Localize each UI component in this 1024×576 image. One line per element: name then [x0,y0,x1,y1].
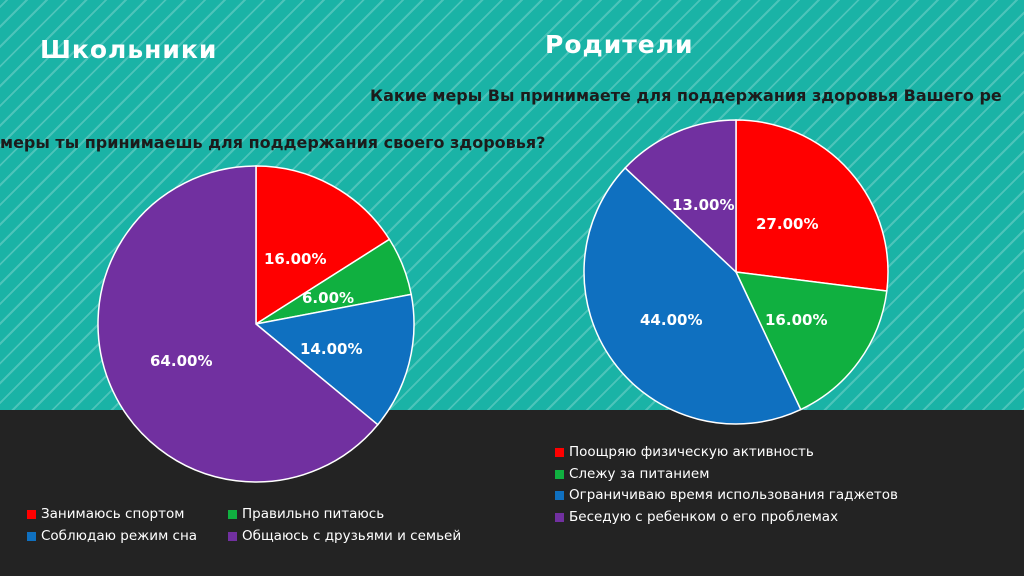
parents-heading: Родители [545,30,694,59]
legend-item: Соблюдаю режим сна [27,528,197,544]
students-heading: Школьники [40,35,218,64]
slice-value-label: 6.00% [302,289,354,307]
legend-item: Занимаюсь спортом [27,506,184,522]
slice-value-label: 14.00% [300,340,362,358]
slice-value-label: 27.00% [756,215,818,233]
pie-slice [624,119,737,274]
pie-slice [97,165,379,483]
legend-swatch [228,509,237,519]
pie-slice [735,119,889,292]
legend-swatch [555,512,564,522]
legend-label: Занимаюсь спортом [41,506,185,522]
legend-label: Беседую с ребенком о его проблемах [569,509,839,525]
pie-slice [583,166,802,425]
pie-slice [254,293,415,426]
legend-label: Соблюдаю режим сна [41,528,198,544]
legend-item: Общаюсь с друзьями и семьей [228,528,461,544]
legend-swatch [27,531,36,541]
legend-swatch [27,509,36,519]
legend-swatch [555,447,564,457]
legend-label: Правильно питаюсь [242,506,385,522]
legend-label: Общаюсь с друзьями и семьей [242,528,462,544]
legend-swatch [555,469,564,479]
legend-swatch [555,490,564,500]
slice-value-label: 16.00% [264,250,326,268]
legend-label: Поощряю физическую активность [569,444,814,460]
legend-item: Ограничиваю время использования гаджетов [555,487,898,503]
legend-item: Правильно питаюсь [228,506,384,522]
legend-label: Слежу за питанием [569,466,710,482]
legend-item: Слежу за питанием [555,466,709,482]
parents-question: Какие меры Вы принимаете для поддержания… [370,86,1002,105]
legend-item: Беседую с ребенком о его проблемах [555,509,838,525]
slice-value-label: 64.00% [150,352,212,370]
students-question: меры ты принимаешь для поддержания своег… [0,133,546,152]
slice-value-label: 44.00% [640,311,702,329]
legend-swatch [228,531,237,541]
slice-value-label: 16.00% [765,311,827,329]
slice-value-label: 13.00% [672,196,734,214]
pie-slice [255,165,391,326]
legend-item: Поощряю физическую активность [555,444,814,460]
pie-slice [734,271,888,411]
legend-label: Ограничиваю время использования гаджетов [569,487,899,503]
